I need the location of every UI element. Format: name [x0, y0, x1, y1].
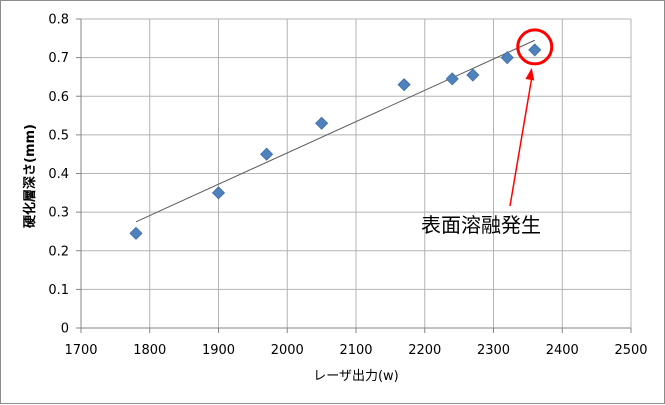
- x-tick-label: 2300: [477, 343, 510, 358]
- x-tick-label: 1800: [133, 343, 166, 358]
- data-point: [260, 147, 274, 161]
- x-tick-label: 1700: [64, 343, 97, 358]
- x-axis-title: レーザ出力(w): [313, 369, 399, 384]
- data-point: [500, 51, 514, 65]
- x-tick-label: 1900: [202, 343, 235, 358]
- x-tick-label: 2000: [271, 343, 304, 358]
- data-point: [528, 43, 542, 57]
- x-tick-label: 2200: [408, 343, 441, 358]
- data-point: [129, 226, 143, 240]
- data-points: [129, 43, 542, 240]
- y-tick-label: 0.7: [48, 51, 69, 66]
- y-tick-label: 0.6: [48, 90, 69, 105]
- y-axis-title: 硬化層深さ(mm): [22, 124, 38, 228]
- x-tick-label: 2400: [546, 343, 579, 358]
- grid-lines: [76, 18, 632, 333]
- y-tick-labels: 0 0.1 0.2 0.3 0.4 0.5 0.6 0.7 0.8: [48, 13, 69, 337]
- y-tick-label: 0.8: [48, 13, 69, 28]
- y-tick-label: 0.4: [48, 167, 69, 182]
- annotation-label: 表面溶融発生: [421, 213, 541, 237]
- data-point: [466, 68, 480, 82]
- x-tick-labels: 1700 1800 1900 2000 2100 2200 2300 2400 2500: [64, 343, 647, 358]
- data-point: [211, 186, 226, 200]
- annotation-arrowhead: [525, 67, 535, 81]
- y-tick-label: 0.5: [48, 128, 69, 143]
- trend-line: [135, 39, 535, 223]
- data-point: [315, 116, 329, 130]
- y-tick-label: 0: [61, 322, 69, 337]
- data-point: [397, 78, 411, 92]
- x-tick-label: 2100: [339, 343, 372, 358]
- y-tick-label: 0.2: [48, 244, 69, 259]
- y-tick-label: 0.3: [48, 206, 69, 221]
- y-tick-label: 0.1: [48, 283, 69, 298]
- annotation-arrow: [509, 77, 533, 207]
- x-tick-label: 2500: [614, 343, 647, 358]
- data-point: [445, 72, 459, 86]
- highlight-circle: [516, 28, 554, 66]
